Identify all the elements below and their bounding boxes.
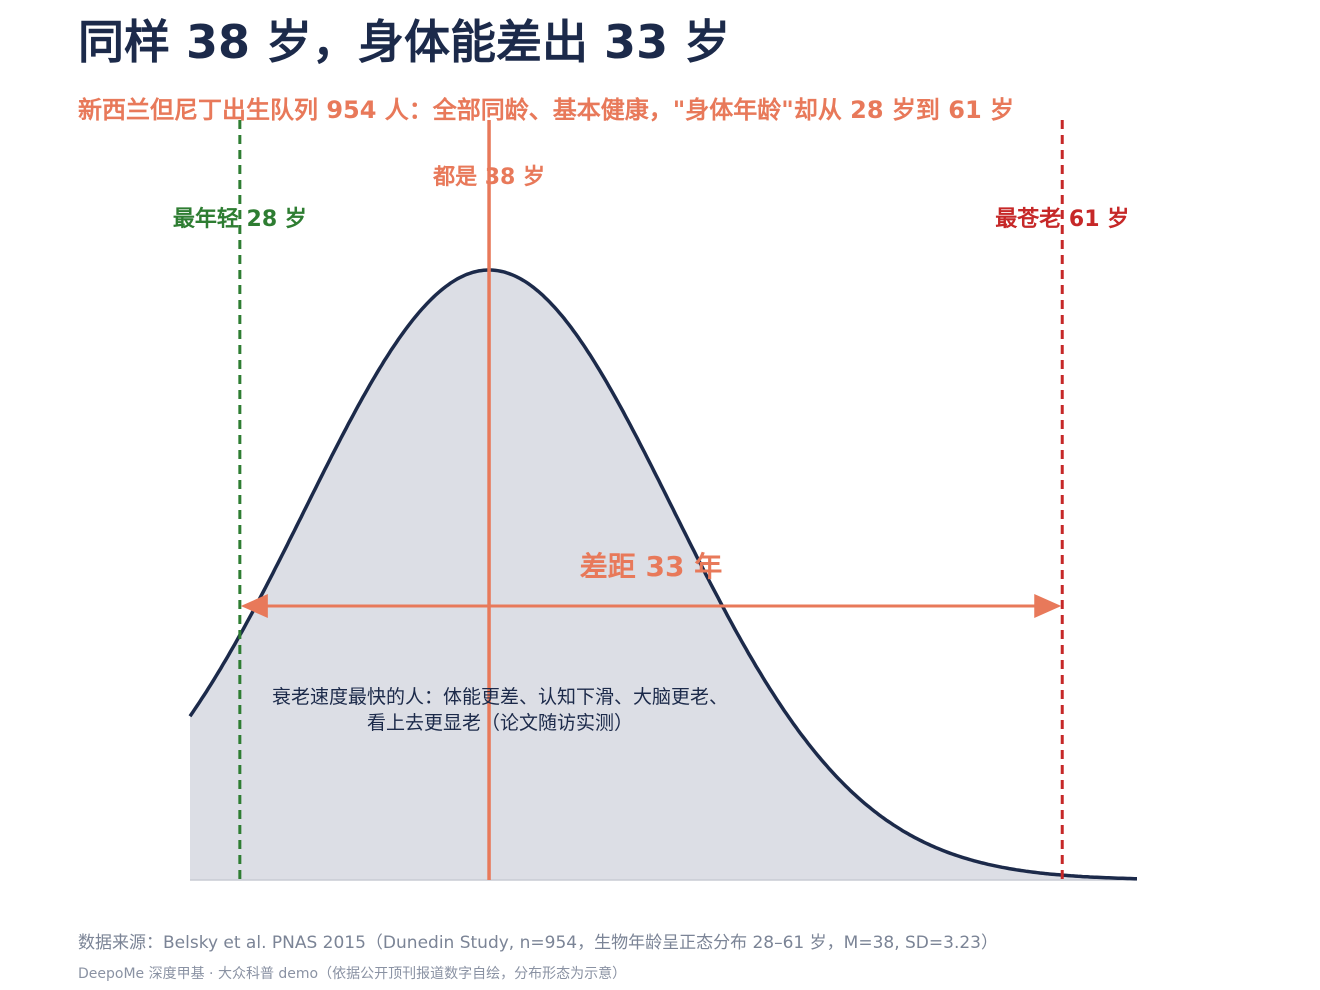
- data-source-note: 数据来源：Belsky et al. PNAS 2015（Dunedin Stu…: [78, 933, 998, 953]
- marker-label-28: 最年轻 28 岁: [173, 206, 307, 232]
- page-title: 同样 38 岁，身体能差出 33 岁: [78, 15, 731, 69]
- distribution-area: [190, 270, 1137, 880]
- credit-note: DeepoMe 深度甲基 · 大众科普 demo（依据公开顶刊报道数字自绘，分布…: [78, 966, 627, 982]
- page-subtitle: 新西兰但尼丁出生队列 954 人：全部同龄、基本健康，"身体年龄"却从 28 岁…: [78, 96, 1015, 124]
- annotation-line-1: 衰老速度最快的人：体能更差、认知下滑、大脑更老、: [272, 686, 728, 708]
- annotation-line-2: 看上去更显老（论文随访实测）: [367, 712, 633, 734]
- range-label: 差距 33 年: [580, 550, 722, 583]
- distribution-curve: [188, 268, 1137, 881]
- marker-label-61: 最苍老 61 岁: [995, 206, 1129, 232]
- marker-label-38: 都是 38 岁: [432, 164, 545, 190]
